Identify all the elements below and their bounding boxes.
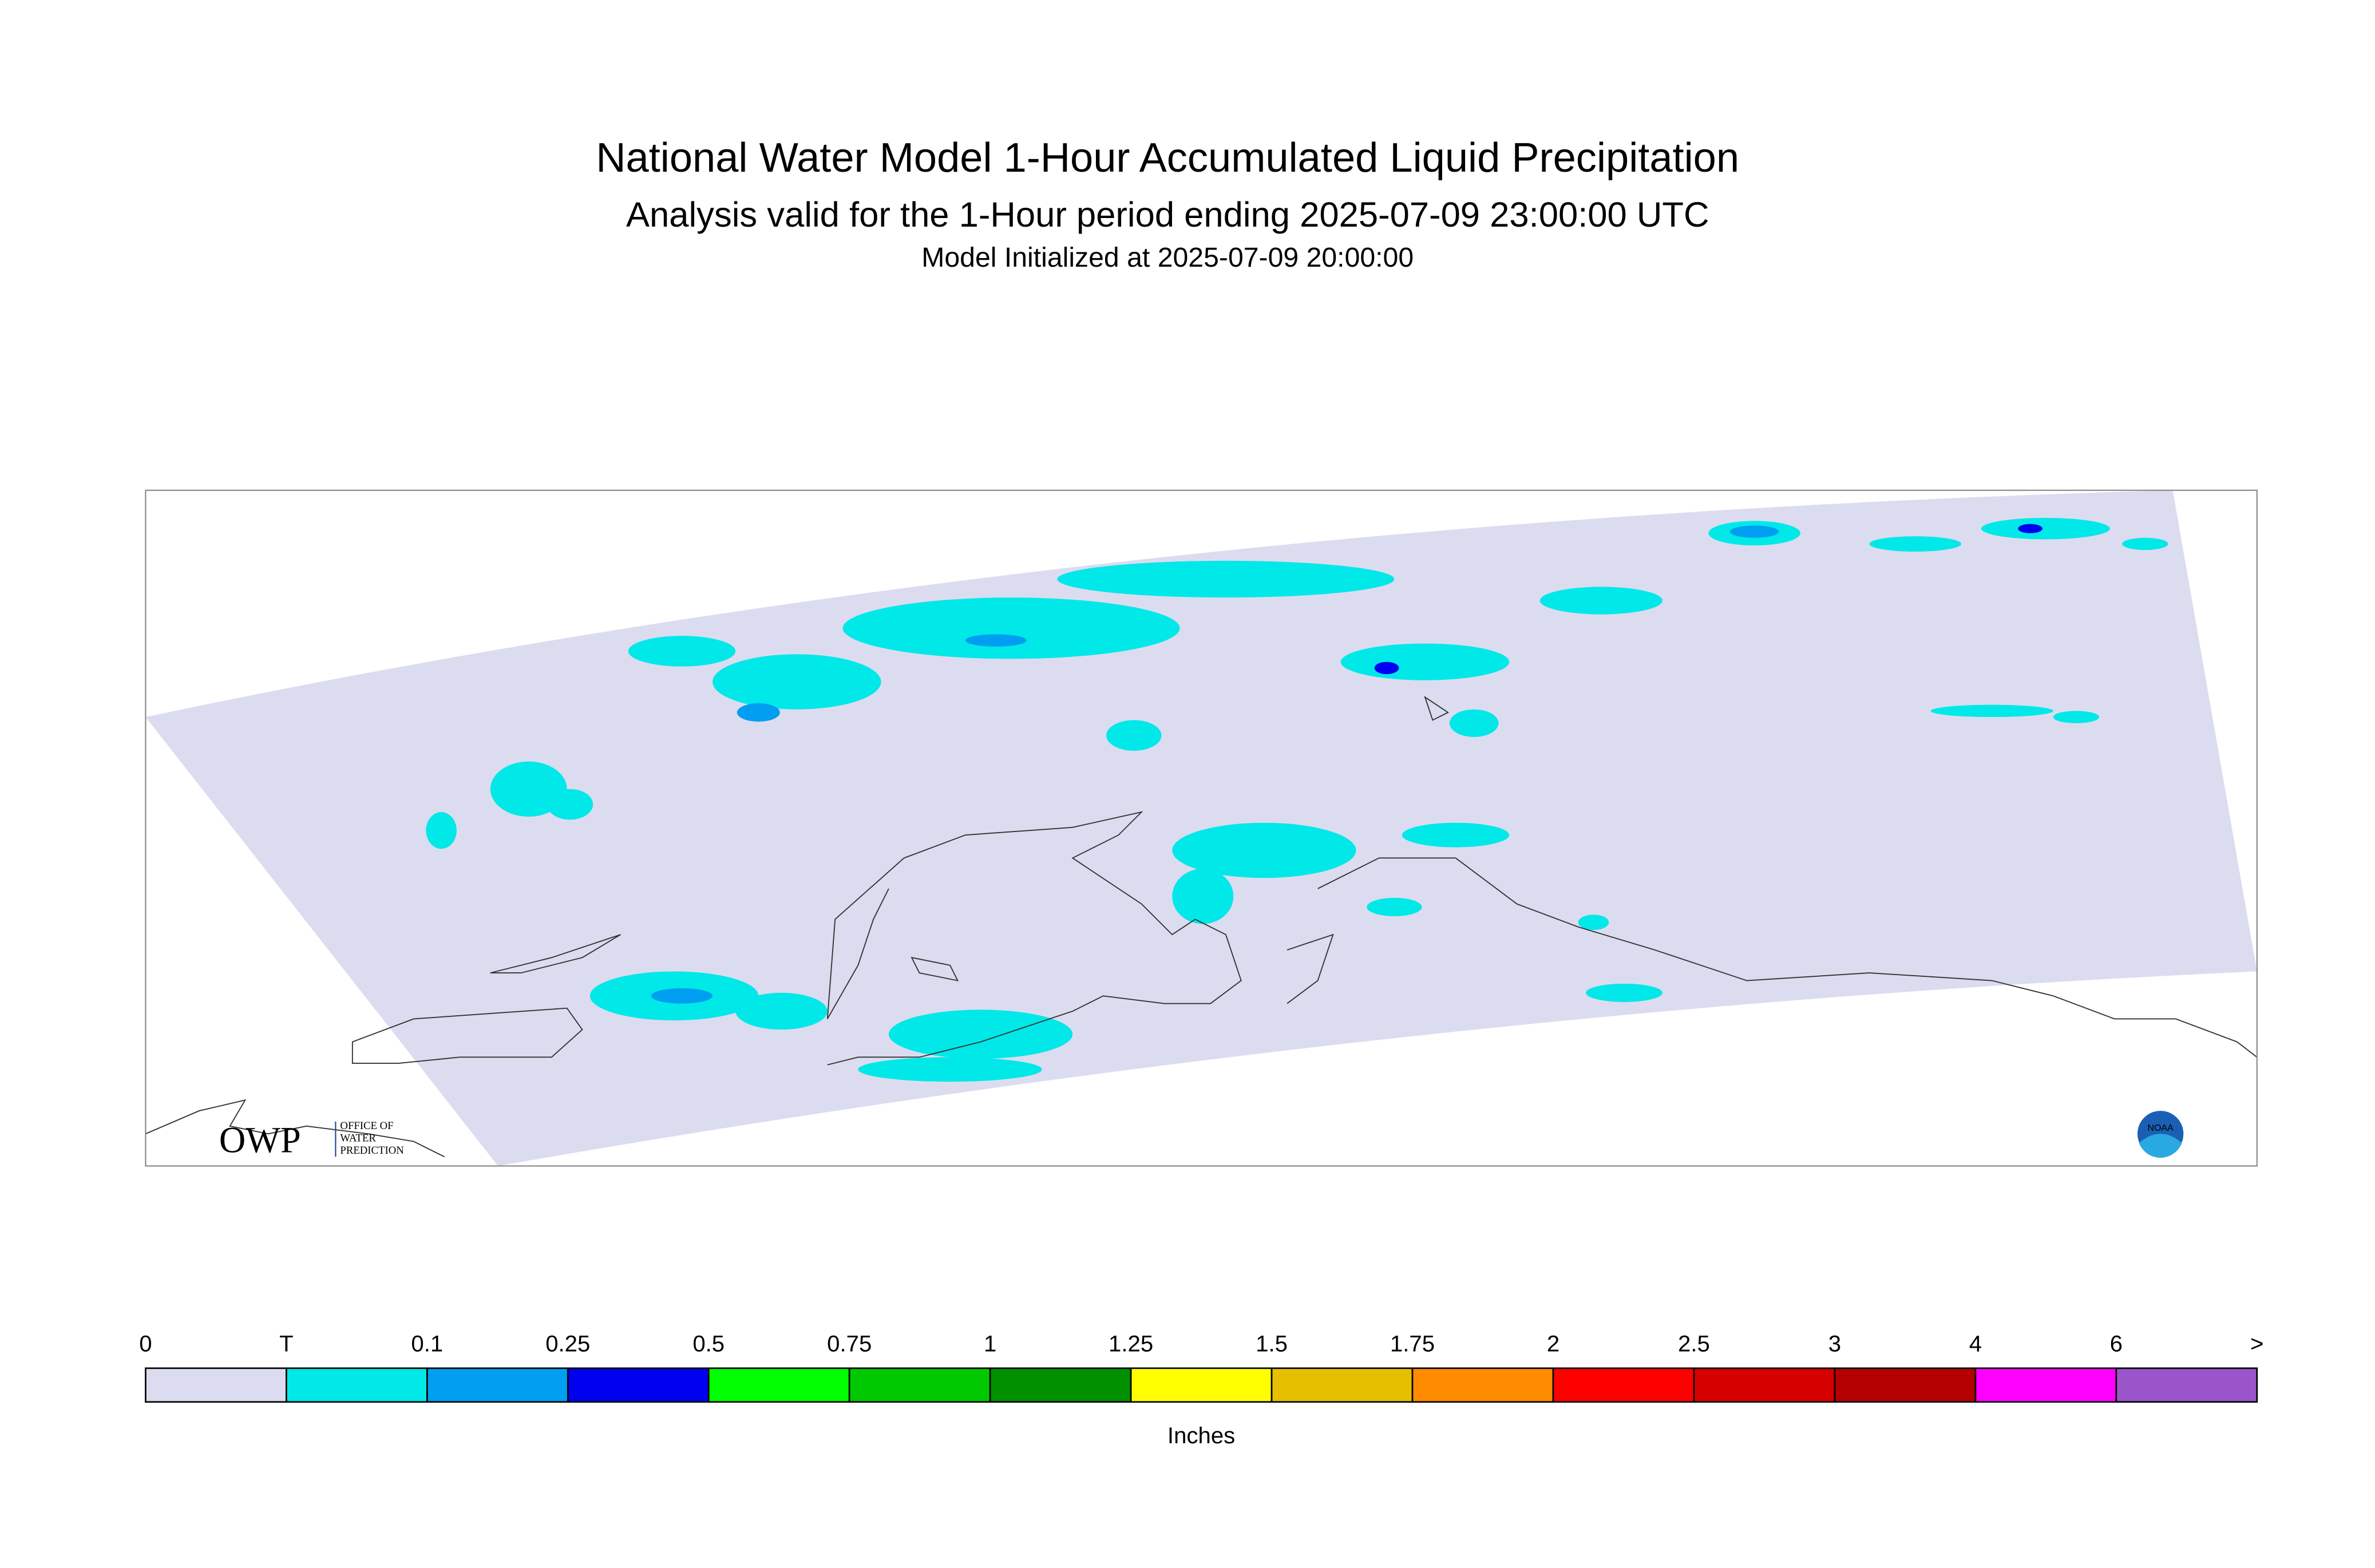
legend-swatch: [1552, 1367, 1695, 1403]
legend-swatch: [1130, 1367, 1273, 1403]
subtitle: Analysis valid for the 1-Hour period end…: [626, 195, 1709, 235]
legend-swatch: [286, 1367, 428, 1403]
legend-swatch: [1693, 1367, 1836, 1403]
noaa-logo: NOAA: [2137, 1111, 2184, 1158]
legend-swatch: [1834, 1367, 1977, 1403]
legend-label: 3: [1828, 1331, 1841, 1356]
legend-swatch: [145, 1367, 287, 1403]
legend-swatch: [2115, 1367, 2258, 1403]
owp-line: PREDICTION: [340, 1145, 404, 1157]
owp-name: OWP: [219, 1119, 301, 1160]
legend-label: 2.5: [1678, 1331, 1710, 1356]
legend-label: 1.25: [1109, 1331, 1153, 1356]
coastlines: [145, 695, 2258, 1158]
owp-logo: OWP OFFICE OF WATER PREDICTION: [219, 1119, 404, 1160]
legend-swatch: [707, 1367, 850, 1403]
legend-label: >: [2250, 1331, 2263, 1356]
legend-label: 1.75: [1390, 1331, 1435, 1356]
map-frame: [145, 489, 2258, 1167]
owp-line: WATER: [340, 1133, 376, 1145]
legend-label: 2: [1547, 1331, 1559, 1356]
map: OWP OFFICE OF WATER PREDICTION NOAA: [145, 489, 2258, 1167]
legend-label: 0.25: [545, 1331, 590, 1356]
legend-swatch: [426, 1367, 569, 1403]
legend-label: 4: [1969, 1331, 1982, 1356]
legend-label: 6: [2110, 1331, 2123, 1356]
legend-swatch: [1411, 1367, 1554, 1403]
legend-label: 1: [984, 1331, 996, 1356]
legend-label: T: [279, 1331, 294, 1356]
title: National Water Model 1-Hour Accumulated …: [596, 135, 1739, 181]
legend: Inches 0 T 0.1 0.25 0.5 0.75 1 1.25 1.5 1.75 2 2.5 3…: [139, 1331, 2263, 1448]
init-time: Model Initialized at 2025-07-09 20:00:00: [921, 242, 1414, 273]
owp-line: OFFICE OF: [340, 1120, 393, 1132]
legend-swatch: [989, 1367, 1132, 1403]
legend-label: 1.5: [1256, 1331, 1288, 1356]
precip: [426, 517, 2168, 1082]
legend-label: 0.75: [827, 1331, 872, 1356]
legend-label: 0: [139, 1331, 152, 1356]
legend-swatch: [1974, 1367, 2117, 1403]
legend-label: 0.5: [692, 1331, 725, 1356]
legend-swatch: [848, 1367, 991, 1403]
legend-label: 0.1: [411, 1331, 443, 1356]
legend-swatch: [1270, 1367, 1414, 1403]
legend-unit: Inches: [1167, 1423, 1235, 1448]
noaa-text: NOAA: [2147, 1123, 2174, 1133]
legend-swatch: [567, 1367, 710, 1403]
